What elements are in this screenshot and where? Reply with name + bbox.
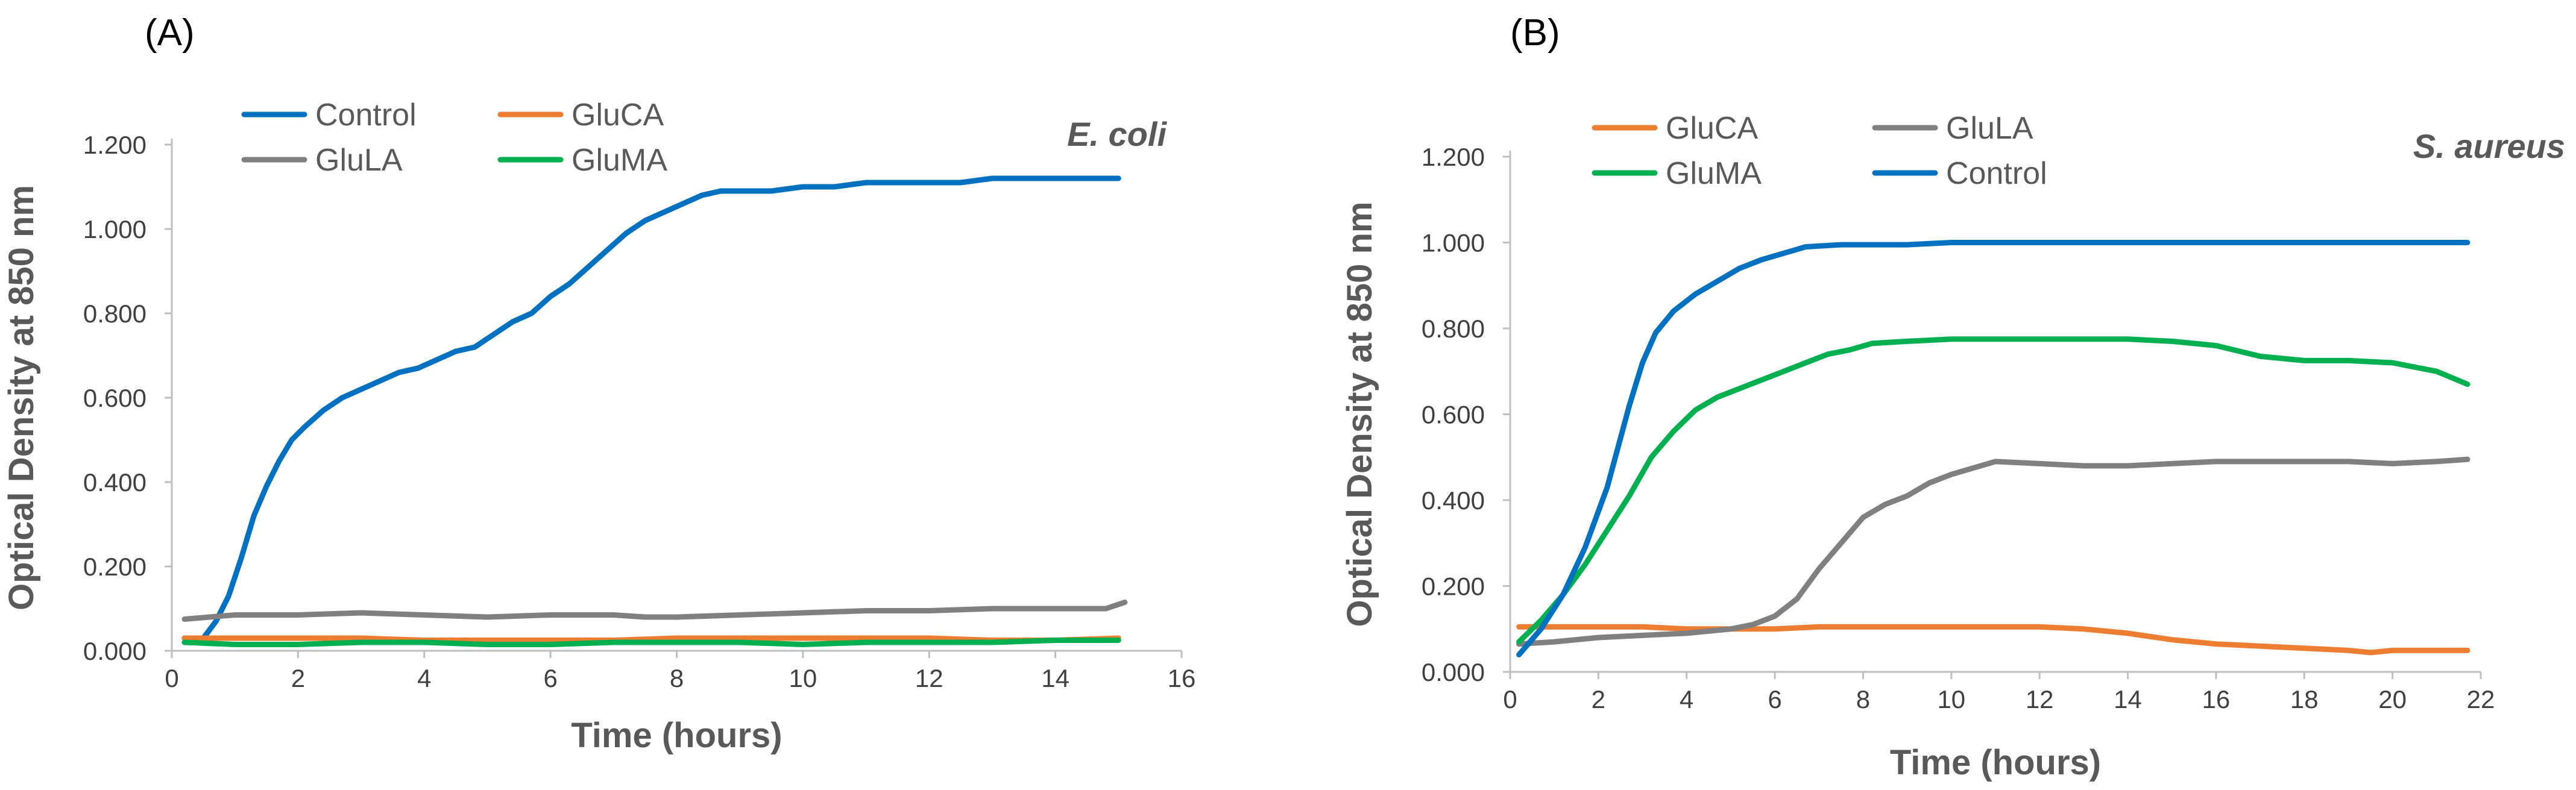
panel-label: (B) [1510, 12, 1560, 54]
legend-entry-gluca: GluCA [497, 98, 664, 133]
x-tick-label: 10 [1937, 685, 1965, 713]
x-tick-label: 6 [543, 664, 557, 692]
y-tick-label: 0.800 [1422, 315, 1485, 343]
series-line-gluca [181, 635, 1121, 643]
legend-label: GluCA [572, 98, 664, 133]
y-tick-label: 0.200 [1422, 572, 1485, 601]
x-tick-label: 8 [670, 664, 684, 692]
x-tick-label: 6 [1768, 685, 1781, 713]
legend-label: GluCA [1666, 111, 1758, 146]
y-tick-label: 0.400 [1422, 486, 1485, 515]
y-tick-label: 0.600 [83, 384, 146, 412]
x-tick-label: 16 [2202, 685, 2231, 713]
legend-label: Control [315, 98, 417, 133]
x-tick-label: 0 [165, 664, 178, 692]
series-line-gluma [1516, 336, 2471, 645]
y-axis-title: Optical Density at 850 nm [1340, 202, 1379, 627]
legend-entry-gluma: GluMA [1592, 156, 1762, 191]
legend-entry-glula: GluLA [1872, 111, 2033, 146]
y-tick-label: 0.400 [83, 468, 146, 497]
x-tick-label: 2 [1592, 685, 1605, 713]
chart-panel-1: 0.000 0.200 0.400 0.600 0.800 1.000 1.200 0 2 4 6 8… [1340, 12, 2565, 782]
y-axis-title: Optical Density at 850 nm [2, 185, 41, 610]
legend-label: GluMA [1666, 156, 1762, 191]
series-line-gluca [1516, 624, 2471, 656]
legend-entry-control: Control [1872, 156, 2047, 191]
legend-entry-gluma: GluMA [497, 143, 667, 178]
panel-label: (A) [145, 12, 195, 54]
y-tick-label: 1.200 [1422, 143, 1485, 171]
series-line-glula [1516, 456, 2471, 647]
x-tick-label: 14 [1041, 664, 1069, 692]
x-tick-label: 14 [2114, 685, 2142, 713]
series-line-glula [181, 600, 1128, 622]
series-line-control [181, 175, 1121, 641]
legend-entry-control: Control [241, 98, 417, 133]
legend-label: GluMA [572, 143, 667, 178]
y-tick-label: 0.000 [83, 637, 146, 665]
x-tick-label: 10 [789, 664, 817, 692]
y-tick-label: 0.000 [1422, 658, 1485, 686]
legend-label: GluLA [315, 143, 403, 178]
legend-entry-glula: GluLA [241, 143, 403, 178]
y-tick-label: 1.000 [1422, 229, 1485, 257]
x-tick-label: 22 [2467, 685, 2495, 713]
y-tick-label: 1.000 [83, 215, 146, 243]
chart-panel-0: 0.000 0.200 0.400 0.600 0.800 1.000 1.200 0 2 4 6 8… [2, 12, 1195, 755]
series-line-gluma [181, 638, 1121, 647]
x-tick-label: 12 [2026, 685, 2054, 713]
organism-label: E. coli [1067, 115, 1167, 153]
x-tick-label: 18 [2290, 685, 2319, 713]
x-tick-label: 2 [291, 664, 305, 692]
legend-label: GluLA [1946, 111, 2033, 146]
x-tick-label: 20 [2378, 685, 2407, 713]
x-tick-label: 12 [915, 664, 943, 692]
y-tick-label: 1.200 [83, 131, 146, 159]
series-line-control [1516, 240, 2471, 657]
y-tick-label: 0.800 [83, 299, 146, 328]
x-tick-label: 4 [1680, 685, 1693, 713]
x-axis-title: Time (hours) [1890, 743, 2101, 782]
x-tick-label: 8 [1856, 685, 1870, 713]
y-tick-label: 0.600 [1422, 401, 1485, 429]
y-tick-label: 0.200 [83, 553, 146, 581]
x-tick-label: 0 [1503, 685, 1517, 713]
organism-label: S. aureus [2413, 127, 2565, 165]
legend-label: Control [1946, 156, 2047, 191]
x-axis-title: Time (hours) [571, 716, 782, 755]
x-tick-label: 4 [417, 664, 431, 692]
x-tick-label: 16 [1168, 664, 1196, 692]
legend-entry-gluca: GluCA [1592, 111, 1758, 146]
